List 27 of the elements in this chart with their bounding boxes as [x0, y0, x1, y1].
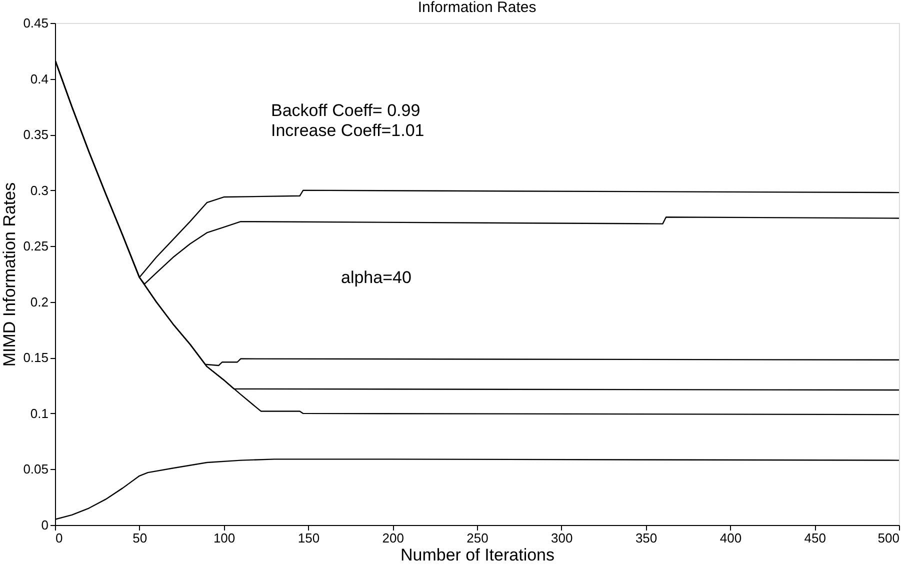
y-tick-label: 0.2 — [30, 294, 48, 310]
y-tick-label: 0.25 — [23, 238, 48, 254]
x-tick-label: 500 — [878, 530, 900, 546]
chart-title: Information Rates — [418, 0, 536, 16]
y-tick-label: 0.4 — [30, 71, 48, 86]
x-axis-title: Number of Iterations — [400, 546, 555, 564]
annotation: Backoff Coeff= 0.99 — [271, 101, 420, 120]
y-tick-label: 0.1 — [30, 406, 48, 421]
x-tick-label: 450 — [804, 530, 826, 546]
annotation: alpha=40 — [341, 268, 412, 287]
y-tick-label: 0 — [41, 518, 48, 532]
y-axis-title: MIMD Information Rates — [0, 182, 20, 367]
annotation: Increase Coeff=1.01 — [271, 121, 424, 140]
x-tick-label: 0 — [56, 530, 63, 546]
x-tick-label: 350 — [635, 530, 658, 546]
x-tick-label: 50 — [132, 530, 148, 546]
x-tick-label: 200 — [382, 530, 404, 546]
x-tick-label: 150 — [298, 530, 320, 546]
x-tick-label: 400 — [720, 530, 742, 546]
y-tick-label: 0.35 — [23, 127, 48, 142]
y-tick-label: 0.3 — [30, 182, 48, 198]
y-tick-label: 0.05 — [23, 462, 48, 477]
x-tick-label: 100 — [213, 530, 236, 546]
y-tick-label: 0.45 — [23, 16, 48, 30]
y-tick-label: 0.15 — [23, 350, 48, 366]
x-tick-label: 300 — [551, 530, 573, 546]
x-tick-label: 250 — [466, 530, 488, 546]
